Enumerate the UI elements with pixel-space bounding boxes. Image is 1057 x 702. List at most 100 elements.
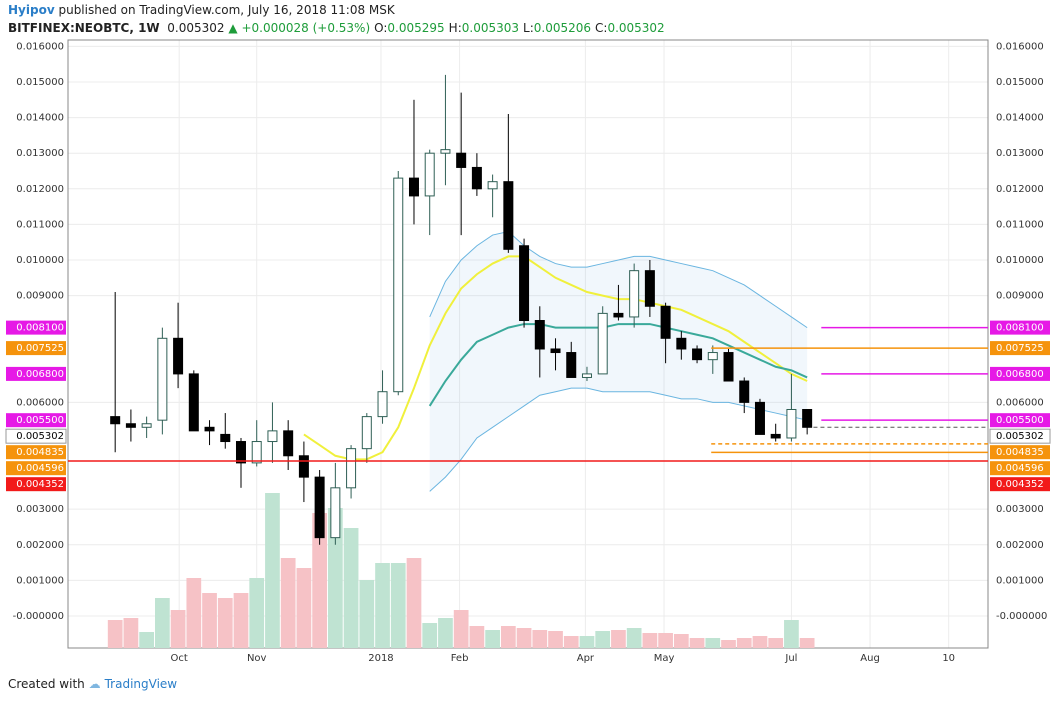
published: published on TradingView.com, July 16, 2… bbox=[58, 3, 395, 17]
volume-bar bbox=[784, 620, 799, 648]
candle-body bbox=[613, 312, 624, 318]
volume-bar bbox=[107, 620, 123, 648]
candle-body bbox=[173, 337, 184, 375]
level-label: 0.004352 bbox=[996, 479, 1044, 490]
volume-bar bbox=[375, 563, 390, 648]
author[interactable]: Hyipov bbox=[8, 3, 55, 17]
level-label: 0.008100 bbox=[996, 323, 1044, 334]
candle-body bbox=[314, 476, 325, 539]
level-label-box bbox=[989, 428, 1051, 444]
y-tick-label: -0.000000 bbox=[13, 611, 64, 622]
level-label-box bbox=[6, 320, 66, 335]
candle-body bbox=[707, 352, 718, 361]
y-tick-label: 0.011000 bbox=[16, 219, 64, 230]
level-label-box bbox=[6, 445, 66, 460]
candle-body bbox=[408, 177, 419, 197]
change: +0.000028 (+0.53%) bbox=[241, 21, 371, 35]
candle-body bbox=[110, 416, 121, 425]
level-label-box bbox=[6, 461, 66, 476]
header-line: Hyipov published on TradingView.com, Jul… bbox=[8, 3, 395, 17]
indicator-line bbox=[428, 323, 808, 407]
level-label-box bbox=[5, 428, 67, 444]
level-label: 0.005500 bbox=[16, 415, 64, 426]
level-label-box bbox=[990, 413, 1050, 428]
ohlc-value: 0.005206 bbox=[533, 21, 592, 35]
candle-body bbox=[770, 433, 781, 439]
candle-body bbox=[424, 152, 435, 197]
y-tick-label: 0.003000 bbox=[996, 504, 1044, 515]
level-label: 0.004596 bbox=[996, 463, 1044, 474]
candle-body bbox=[471, 166, 482, 190]
volume-bar bbox=[296, 568, 312, 648]
indicator-line bbox=[303, 255, 808, 461]
volume-bar bbox=[217, 598, 233, 648]
volume-bar bbox=[721, 640, 736, 648]
level-label-box bbox=[990, 341, 1050, 356]
brand[interactable]: TradingView bbox=[104, 677, 178, 691]
y-tick-label: -0.000000 bbox=[996, 611, 1047, 622]
ohlc-label: C: bbox=[595, 21, 608, 35]
y-tick-label: 0.014000 bbox=[996, 113, 1044, 124]
volume-bar bbox=[249, 578, 265, 648]
candle-body bbox=[330, 487, 341, 539]
level-label: 0.004596 bbox=[16, 463, 64, 474]
volume-bar bbox=[123, 618, 139, 648]
x-tick-label: Feb bbox=[451, 653, 469, 664]
volume-bar bbox=[359, 580, 375, 648]
volume-bar bbox=[280, 558, 296, 648]
volume-bar bbox=[202, 593, 217, 648]
volume-bar bbox=[265, 493, 280, 648]
footer: Created with ☁ TradingView bbox=[8, 677, 177, 691]
up-arrow: ▲ bbox=[228, 21, 238, 35]
candle-body bbox=[739, 380, 750, 403]
candle-body bbox=[692, 348, 703, 361]
volume-bar bbox=[406, 558, 422, 648]
y-tick-label: 0.011000 bbox=[996, 219, 1044, 230]
x-tick-label: Jul bbox=[784, 653, 797, 664]
ohlc-label: O: bbox=[374, 21, 388, 35]
volume-bar bbox=[626, 628, 642, 648]
level-label: 0.005302 bbox=[996, 431, 1044, 442]
candle-body bbox=[456, 152, 467, 168]
ohlc: O:0.005295 H:0.005303 L:0.005206 C:0.005302 bbox=[370, 21, 665, 35]
y-tick-label: 0.016000 bbox=[16, 41, 64, 52]
level-label: 0.007525 bbox=[16, 343, 64, 354]
y-tick-label: 0.010000 bbox=[16, 255, 64, 266]
candle-body bbox=[519, 245, 530, 322]
volume-bar bbox=[799, 638, 815, 648]
y-tick-label: 0.002000 bbox=[996, 540, 1044, 551]
volume-bar bbox=[705, 638, 721, 648]
level-label-box bbox=[990, 320, 1050, 335]
level-label-box bbox=[990, 445, 1050, 460]
level-label: 0.004835 bbox=[16, 447, 64, 458]
candle-body bbox=[660, 305, 671, 339]
logo: ☁ bbox=[88, 677, 101, 691]
candle-body bbox=[283, 430, 294, 457]
candle-body bbox=[440, 149, 451, 154]
y-tick-label: 0.006000 bbox=[16, 397, 64, 408]
candle-body bbox=[141, 423, 152, 428]
candle-body bbox=[629, 270, 640, 318]
candle-body bbox=[125, 423, 136, 428]
candle-body bbox=[298, 455, 309, 478]
volume-bar bbox=[642, 633, 658, 648]
x-tick-label: Aug bbox=[860, 653, 880, 664]
y-tick-label: 0.012000 bbox=[996, 184, 1044, 195]
x-tick-label: Oct bbox=[171, 653, 188, 664]
y-tick-label: 0.003000 bbox=[16, 504, 64, 515]
volume-bar bbox=[768, 638, 784, 648]
symbol-line: BITFINEX:NEOBTC, 1W 0.005302 ▲ +0.000028… bbox=[8, 21, 665, 35]
candle-body bbox=[503, 181, 514, 250]
candle-body bbox=[723, 352, 734, 382]
level-label-box bbox=[6, 366, 66, 381]
y-tick-label: 0.002000 bbox=[16, 540, 64, 551]
candle-body bbox=[754, 401, 765, 435]
volume-bar bbox=[595, 631, 611, 648]
candle-body bbox=[157, 337, 168, 421]
volume-bar bbox=[736, 638, 752, 648]
y-tick-label: 0.013000 bbox=[996, 148, 1044, 159]
candle-body bbox=[581, 373, 592, 378]
volume-bar bbox=[579, 636, 595, 648]
